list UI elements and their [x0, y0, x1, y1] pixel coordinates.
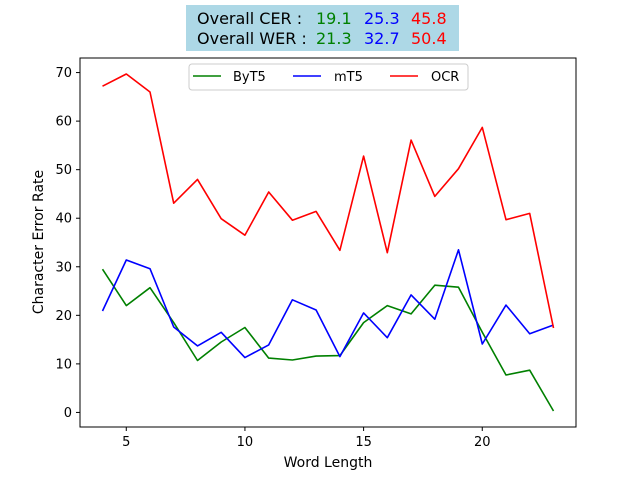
summary-cer-byt5: 19.1	[316, 9, 352, 28]
y-tick-label-10: 10	[55, 357, 72, 372]
x-tick-label-15: 15	[355, 435, 372, 450]
y-tick-label-50: 50	[55, 163, 72, 178]
x-tick-label-5: 5	[122, 435, 130, 450]
y-axis: 0 10 20 30 40 50 60 70	[55, 66, 80, 421]
legend-label-mt5: mT5	[334, 70, 363, 85]
series-layer	[101, 73, 555, 412]
summary-cer-mt5: 25.3	[364, 9, 400, 28]
y-tick-label-0: 0	[64, 406, 72, 421]
y-tick-label-30: 30	[55, 260, 72, 275]
x-tick-label-20: 20	[474, 435, 491, 450]
summary-cer-ocr: 45.8	[411, 9, 447, 28]
legend: ByT5 mT5 OCR	[188, 63, 469, 91]
summary-wer-byt5: 21.3	[316, 29, 352, 48]
y-axis-label: Character Error Rate	[31, 170, 47, 314]
legend-box	[188, 63, 469, 91]
summary-wer-ocr: 50.4	[411, 29, 447, 48]
summary-box: Overall CER : 19.1 25.3 45.8 Overall WER…	[186, 5, 459, 51]
x-axis-label: Word Length	[284, 455, 373, 471]
series-line-mt5	[101, 249, 554, 359]
plot-frame	[79, 57, 577, 428]
series-line-ocr	[102, 73, 555, 329]
x-tick-label-10: 10	[237, 435, 254, 450]
y-tick-label-40: 40	[55, 212, 72, 227]
y-tick-label-20: 20	[55, 309, 72, 324]
y-tick-label-70: 70	[55, 66, 72, 81]
legend-label-ocr: OCR	[431, 70, 459, 85]
legend-label-byt5: ByT5	[233, 70, 266, 85]
summary-cer-label: Overall CER :	[197, 9, 302, 28]
x-axis: 5 10 15 20	[122, 427, 491, 450]
summary-background	[186, 5, 459, 51]
series-line-byt5	[101, 268, 555, 412]
summary-wer-mt5: 32.7	[364, 29, 400, 48]
y-tick-label-60: 60	[55, 115, 72, 130]
summary-wer-label: Overall WER :	[197, 29, 307, 48]
